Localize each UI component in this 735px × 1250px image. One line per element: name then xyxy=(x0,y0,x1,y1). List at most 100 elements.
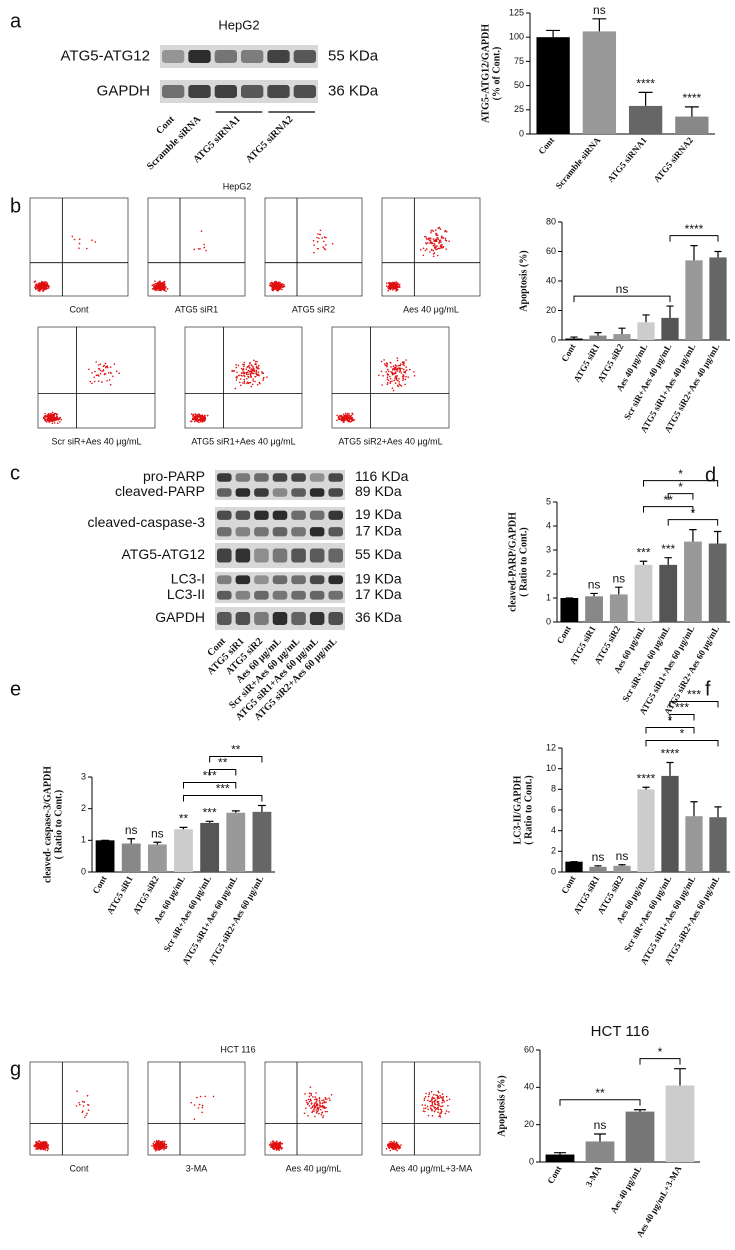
flow-dot xyxy=(396,1149,398,1152)
flow-dot xyxy=(278,1141,281,1144)
blot-band xyxy=(217,527,232,537)
flow-dot xyxy=(426,1105,429,1108)
flow-dot xyxy=(440,1111,443,1113)
flow-dot xyxy=(389,1141,391,1143)
flow-dot xyxy=(444,237,447,240)
error-bar xyxy=(689,529,697,542)
flow-dot xyxy=(277,282,280,285)
y-tick-label: 100 xyxy=(509,32,524,42)
error-bar xyxy=(179,826,188,830)
panel-letter: g xyxy=(10,1058,21,1080)
y-tick-label: 2 xyxy=(546,568,551,578)
blot-band xyxy=(254,612,269,625)
flow-dot xyxy=(315,1109,318,1111)
flow-dot xyxy=(322,1107,324,1109)
flow-dot xyxy=(275,1149,278,1151)
flow-dot xyxy=(273,287,276,290)
flow-dot xyxy=(430,232,432,234)
flow-dot xyxy=(424,1110,426,1113)
blot-band xyxy=(214,50,237,63)
y-tick-label: 0 xyxy=(546,616,551,626)
flow-dot xyxy=(435,245,438,248)
flow-dot xyxy=(424,235,426,238)
flow-dot xyxy=(394,1146,396,1149)
flow-dot xyxy=(44,284,46,287)
flow-dot xyxy=(250,372,253,374)
flow-dot xyxy=(434,246,436,248)
flow-dot xyxy=(55,417,58,420)
flow-dot xyxy=(75,1105,78,1107)
flow-dot xyxy=(96,374,99,376)
flow-dot xyxy=(89,380,92,383)
flow-dot xyxy=(46,419,49,422)
y-tick-label: 12 xyxy=(546,742,556,752)
flow-dot xyxy=(154,1145,157,1148)
flow-dot xyxy=(43,1145,45,1148)
flow-dot xyxy=(239,378,242,380)
flow-dot xyxy=(53,412,56,415)
flow-dot xyxy=(39,1142,42,1145)
blot-band xyxy=(254,527,269,537)
flow-dot xyxy=(428,237,430,239)
flow-dot xyxy=(344,412,347,415)
flow-dot xyxy=(243,372,246,375)
flow-dot xyxy=(393,379,396,382)
error-bar xyxy=(674,1068,686,1086)
flow-dot xyxy=(444,1112,447,1115)
flow-dot xyxy=(383,359,385,361)
flow-dot xyxy=(249,361,251,364)
flow-dot xyxy=(253,369,255,371)
flow-dot xyxy=(386,376,389,379)
error-bar xyxy=(554,1152,566,1155)
flow-dot xyxy=(245,368,248,371)
flow-dot xyxy=(437,237,439,239)
flow-dot xyxy=(159,280,161,283)
flow-dot xyxy=(396,379,399,382)
bar xyxy=(609,594,628,622)
blot-band xyxy=(267,85,290,98)
error-bar xyxy=(258,804,266,812)
flow-dot xyxy=(41,284,43,286)
flow-dot xyxy=(432,255,435,258)
flow-dot xyxy=(112,375,114,378)
flow-dot xyxy=(160,1141,163,1144)
blot-band xyxy=(241,85,264,98)
flow-dot xyxy=(316,1110,319,1113)
flow-dot xyxy=(394,1145,397,1147)
bracket-label: *** xyxy=(675,701,689,715)
flow-dot xyxy=(42,290,44,292)
flow-dot xyxy=(313,1110,315,1112)
blot-band xyxy=(291,510,306,520)
blot-band xyxy=(254,473,269,482)
flow-dots xyxy=(385,226,450,292)
flow-dot xyxy=(310,1094,313,1096)
flow-dot xyxy=(38,1145,40,1147)
flow-dot xyxy=(347,412,349,415)
blot-band xyxy=(254,575,269,585)
flow-dot xyxy=(240,372,243,374)
bar xyxy=(226,812,246,872)
flow-dot xyxy=(106,365,109,368)
flow-dot xyxy=(246,382,248,385)
flow-dot xyxy=(275,280,278,283)
flow-dots xyxy=(385,1090,451,1152)
flow-dot xyxy=(43,1142,46,1145)
flow-dot xyxy=(432,249,435,252)
flow-frame xyxy=(29,1061,129,1156)
flow-dot xyxy=(157,284,160,286)
flow-dot xyxy=(82,1100,84,1103)
blot-label: ATG5-ATG12 xyxy=(61,47,150,64)
flow-dot xyxy=(84,1116,86,1119)
flow-dot xyxy=(341,418,344,420)
flow-dot xyxy=(201,415,204,418)
flow-dot xyxy=(403,364,405,367)
flow-dot xyxy=(34,284,37,287)
flow-dot xyxy=(387,368,389,371)
error-bar xyxy=(684,106,699,117)
flow-dot xyxy=(196,1096,198,1099)
flow-dot xyxy=(78,242,81,245)
flow-dot xyxy=(97,380,100,383)
significance-label: ns xyxy=(612,571,625,585)
flow-dot xyxy=(323,236,326,238)
y-tick-label: 4 xyxy=(551,825,556,835)
